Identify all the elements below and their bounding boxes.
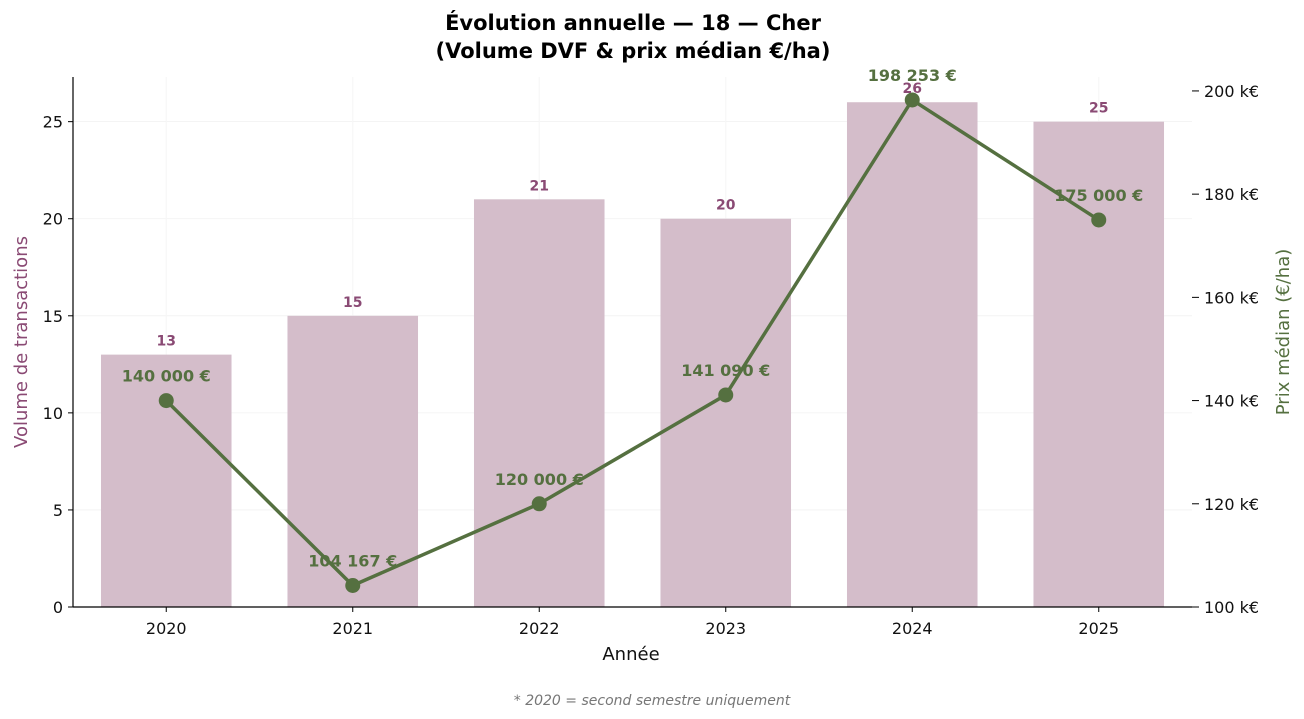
x-tick-label: 2020 <box>146 619 187 638</box>
bar <box>287 315 419 607</box>
y-left-tick-label: 20 <box>43 210 63 229</box>
bar-value-label: 13 <box>157 334 176 350</box>
bars <box>100 102 1165 608</box>
y-left-tick-label: 0 <box>53 598 63 617</box>
price-value-label: 198 253 € <box>868 66 957 85</box>
price-polyline <box>165 98 1100 588</box>
y-right-tick-label: 160 k€ <box>1204 288 1259 307</box>
x-tick-label: 2023 <box>705 619 746 638</box>
y-left-tick-label: 10 <box>43 404 63 423</box>
bar <box>473 199 605 608</box>
bar <box>1033 121 1165 608</box>
grid <box>73 77 1192 608</box>
bar-value-label: 20 <box>716 198 736 214</box>
price-line <box>158 92 1107 593</box>
y-right-tick-label: 100 k€ <box>1204 598 1259 617</box>
price-point <box>718 387 734 403</box>
price-value-label: 120 000 € <box>495 470 584 489</box>
bar-value-label: 25 <box>1089 101 1108 117</box>
price-point <box>531 496 547 512</box>
y-left-tick-label: 25 <box>43 113 63 132</box>
y-right-tick-label: 180 k€ <box>1204 185 1259 204</box>
price-value-label: 140 000 € <box>122 367 211 386</box>
y-right-tick-label: 140 k€ <box>1204 392 1259 411</box>
price-value-label: 175 000 € <box>1054 186 1143 205</box>
bar-value-label: 26 <box>903 81 922 97</box>
chart-title-line2: (Volume DVF & prix médian €/ha) <box>436 39 831 63</box>
data-labels: 13 15 21 20 26 25 140 000 € 104 167 € 120 000 € 1… <box>122 66 1144 571</box>
price-point <box>158 393 174 409</box>
chart-title-line1: Évolution annuelle — 18 — Cher <box>445 10 822 35</box>
y-left-tick-label: 15 <box>43 307 63 326</box>
x-axis-label: Année <box>602 644 659 665</box>
x-tick-label: 2022 <box>519 619 560 638</box>
price-point <box>345 577 361 593</box>
y-right-tick-label: 120 k€ <box>1204 495 1259 514</box>
price-value-label: 104 167 € <box>308 551 397 570</box>
price-value-label: 141 090 € <box>681 361 770 380</box>
bar <box>660 218 792 607</box>
x-tick-label: 2025 <box>1078 619 1119 638</box>
x-tick-label: 2021 <box>332 619 373 638</box>
footnote: * 2020 = second semestre uniquement <box>514 693 791 709</box>
y-axis-right-label: Prix médian (€/ha) <box>1273 249 1294 416</box>
bar-value-label: 15 <box>343 295 362 311</box>
x-tick-label: 2024 <box>892 619 933 638</box>
y-axis-left-label: Volume de transactions <box>11 236 32 448</box>
bar <box>846 102 978 607</box>
price-point <box>904 92 920 108</box>
bar-value-label: 21 <box>530 178 549 194</box>
price-point <box>1091 212 1107 228</box>
y-left-tick-label: 5 <box>53 501 63 520</box>
y-right-tick-label: 200 k€ <box>1204 82 1259 101</box>
bar <box>100 354 232 607</box>
